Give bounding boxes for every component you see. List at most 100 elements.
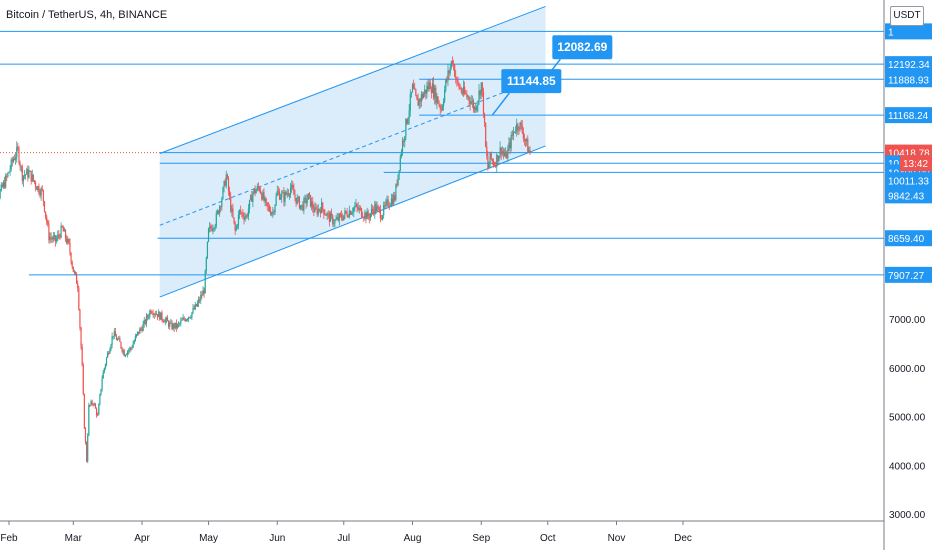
candle-body [302,204,304,211]
candle-body [128,350,130,352]
level-price-tag-text: 12192.34 [888,60,930,71]
level-price-tag[interactable] [885,230,932,247]
candle-body [519,122,521,130]
candle-body [15,157,17,160]
level-price-tag[interactable] [885,56,932,73]
candle-body [232,208,234,218]
candle-body [470,101,472,104]
candle-body [183,317,185,320]
candle-body [413,84,415,89]
candle-body [449,67,451,74]
candle-body [353,207,355,213]
channel-lower-line[interactable] [159,145,546,298]
candle-body [166,317,169,322]
candle-body [264,198,266,201]
level-price-tag[interactable] [885,71,932,88]
candle-body [388,205,390,207]
candle-body [460,88,462,93]
current-price-tag-text: 10418.78 [888,149,930,160]
candle-body [10,159,12,170]
candle-body [414,88,416,90]
candle-body [493,164,496,166]
candle-body [121,347,123,352]
candle-body [421,94,424,98]
countdown-tag [900,155,932,172]
candle-body [512,131,514,136]
callouts[interactable]: 12082.69 11144.85 [491,35,613,116]
candle-body [418,99,420,106]
candle-body [246,215,248,217]
candle-body [9,169,11,172]
candle-body [339,214,342,215]
candle-body [469,100,471,104]
callout-box[interactable] [552,35,613,60]
candle-body [32,174,34,181]
candle-body [360,208,363,217]
candle-body [72,266,74,272]
candle-body [503,153,506,156]
currency-badge[interactable]: USDT [890,6,924,26]
candle-body [108,352,110,354]
candle-body [492,160,495,165]
candle-body [266,202,268,206]
price-tick-label: 5000.00 [889,413,926,424]
level-price-tag[interactable] [885,23,932,40]
candle-body [127,351,129,355]
candle-body [129,347,131,351]
candle-body [122,350,124,352]
candle-body [385,201,387,206]
candle-body [329,213,332,222]
level-price-tag[interactable] [885,266,932,283]
candle-body [467,96,469,98]
candle-body [90,401,92,406]
candle-body [84,428,87,443]
level-price-tag-text: 7907.27 [888,271,925,282]
candle-body [149,310,151,317]
candle-body [497,154,499,162]
candle-body [471,100,473,102]
candle-body [233,217,235,223]
candle-body [13,158,16,160]
candle-body [307,193,309,200]
horizontal-levels[interactable] [0,30,884,276]
candle-body [62,227,64,232]
candle-body [296,197,298,204]
candle-body [50,237,52,239]
candle-body [189,317,191,318]
level-price-tag[interactable] [885,187,932,204]
candle-body [156,314,159,318]
candle-body [475,107,477,111]
candle-body [379,209,381,219]
channel-mid-line[interactable] [159,75,546,226]
candle-body [364,212,366,218]
candle-body [60,225,62,238]
candle-body [115,336,118,340]
candle-body [76,273,78,284]
candle-body [283,192,285,202]
callout-label: 12082.69 [557,40,607,54]
candle-body [56,238,58,242]
candle-body [154,313,156,315]
time-tick-label: May [199,533,218,544]
candle-body [289,187,292,195]
candle-body [145,315,148,324]
candle-body [405,119,407,137]
candle-body [117,339,119,340]
callout-box[interactable] [501,69,562,94]
candle-body [148,316,150,318]
candle-body [316,208,318,215]
candle-body [452,63,455,65]
level-price-tag[interactable] [885,172,932,189]
candle-body [220,206,222,208]
candle-body [94,404,97,409]
candle-body [37,186,39,190]
candle-body [125,354,128,356]
candle-body [426,86,428,94]
candle-body [87,435,89,462]
candle-body [64,229,67,239]
level-price-tag[interactable] [885,107,932,124]
candle-body [207,228,210,242]
candle-body [422,93,425,98]
